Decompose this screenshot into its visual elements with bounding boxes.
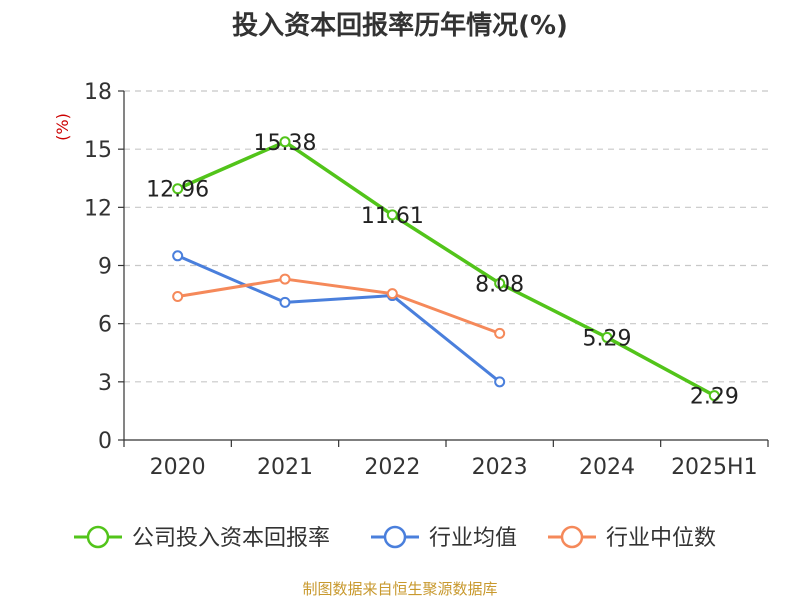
data-label: 15.38 bbox=[254, 131, 317, 156]
y-axis-unit: (%) bbox=[53, 113, 72, 141]
legend-item[interactable]: 行业均值 bbox=[371, 525, 517, 551]
series-line bbox=[176, 140, 716, 398]
legend-marker bbox=[383, 525, 407, 549]
y-tick-label: 15 bbox=[84, 138, 112, 163]
data-point bbox=[494, 277, 506, 289]
legend-item[interactable]: 公司投入资本回报率 bbox=[74, 525, 330, 551]
y-tick-label: 3 bbox=[98, 371, 112, 396]
x-tick-label: 2025H1 bbox=[671, 455, 758, 480]
y-tick-label: 18 bbox=[84, 80, 112, 105]
legend-label: 行业均值 bbox=[429, 526, 517, 551]
data-point bbox=[386, 288, 398, 300]
data-label: 11.61 bbox=[361, 204, 424, 229]
chart-title: 投入资本回报率历年情况(%) bbox=[232, 10, 568, 41]
legend-label: 公司投入资本回报率 bbox=[132, 526, 330, 551]
gridlines bbox=[124, 90, 768, 383]
x-tick-label: 2023 bbox=[472, 455, 528, 480]
data-point bbox=[279, 273, 291, 285]
x-tick-label: 2021 bbox=[257, 455, 313, 480]
series-line bbox=[177, 254, 501, 384]
legend-label: 行业中位数 bbox=[606, 526, 716, 551]
legend: 公司投入资本回报率 行业均值 行业中位数 bbox=[74, 525, 716, 551]
y-tick-label: 0 bbox=[98, 429, 112, 454]
series-line bbox=[177, 277, 501, 335]
data-point bbox=[494, 327, 506, 339]
data-point bbox=[172, 183, 184, 195]
legend-marker bbox=[560, 525, 584, 549]
data-point bbox=[172, 250, 184, 262]
data-point bbox=[494, 376, 506, 388]
data-point bbox=[601, 331, 613, 343]
data-point bbox=[386, 209, 398, 221]
data-point bbox=[279, 296, 291, 308]
data-point bbox=[279, 136, 291, 148]
data-label: 2.29 bbox=[690, 385, 739, 410]
series-layer bbox=[172, 136, 720, 402]
legend-marker bbox=[86, 525, 110, 549]
data-point bbox=[172, 291, 184, 303]
data-label: 8.08 bbox=[475, 272, 524, 297]
data-point bbox=[708, 390, 720, 402]
data-label: 5.29 bbox=[583, 326, 632, 351]
legend-item[interactable]: 行业中位数 bbox=[548, 525, 716, 551]
x-tick-label: 2024 bbox=[579, 455, 635, 480]
axes: 0 3 6 9 12 15 18 2020 2021 2022 2023 2024 2025H1 bbox=[84, 80, 769, 480]
x-tick-label: 2022 bbox=[364, 455, 420, 480]
data-label: 12.96 bbox=[146, 178, 209, 203]
y-tick-label: 12 bbox=[84, 196, 112, 221]
y-tick-label: 6 bbox=[98, 313, 112, 338]
y-tick-label: 9 bbox=[98, 255, 112, 280]
x-tick-label: 2020 bbox=[150, 455, 206, 480]
source-note: 制图数据来自恒生聚源数据库 bbox=[302, 580, 497, 598]
data-labels: 12.96 15.38 11.61 8.08 5.29 2.29 bbox=[146, 131, 739, 410]
